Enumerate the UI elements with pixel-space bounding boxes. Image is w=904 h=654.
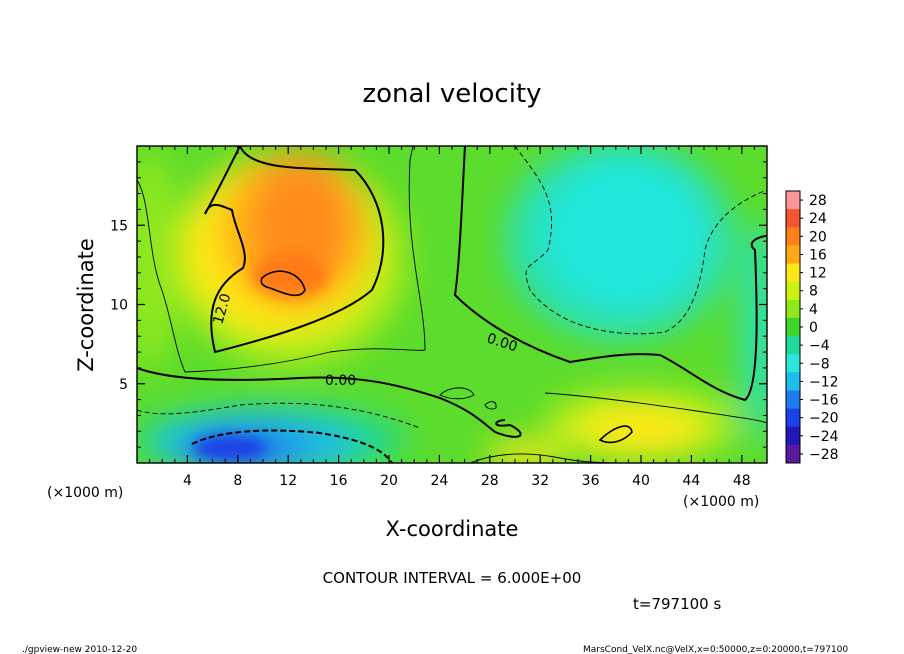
y-axis-unit: (×1000 m) [47,485,123,501]
contour-neg6-lower [191,429,393,463]
y-tick-label: 15 [110,218,128,234]
colorbar-swatch [786,263,800,283]
x-tick-label: 24 [430,473,448,489]
contour-zero-lower [137,367,522,438]
colorbar-label: −16 [809,393,839,409]
y-tick-label: 5 [119,377,128,393]
colorbar-swatch [786,336,800,355]
colorbar-swatch [786,426,800,446]
x-tick-label: 4 [183,473,192,489]
colorbar-label: −4 [809,338,830,354]
x-tick-label: 16 [330,473,348,489]
x-tick-label: 8 [233,473,242,489]
colorbar: 28 24 20 16 12 8 4 0 −4 −8 −12 −16 −20 −24 −28 [785,190,839,464]
colorbar-swatch [786,281,800,301]
colorbar-label: 0 [809,320,818,336]
contour-label-zero-lower: 0.00 [325,373,356,389]
time-text: t=797100 s [633,595,721,613]
y-axis: 5 10 15 [110,161,767,448]
colorbar-label: −28 [809,447,839,463]
contour-small-1 [439,387,475,400]
x-tick-label: 36 [582,473,600,489]
x-tick-label: 48 [733,473,751,489]
x-tick-label: 32 [531,473,549,489]
x-tick-label: 44 [682,473,700,489]
colorbar-swatch [786,444,800,464]
y-axis-title: Z-coordinate [74,238,98,372]
contour-small-2 [484,401,497,410]
colorbar-swatch [786,390,800,410]
contour-zero-upper [453,146,767,402]
contour-lines [137,146,767,463]
colorbar-swatch [786,227,800,246]
colorbar-swatch [786,191,800,210]
colorbar-label: 28 [809,193,827,209]
footer-left: ./gpview-new 2010-12-20 [22,645,137,654]
contour-neg6-mid [137,402,421,429]
colorbar-label: −12 [809,374,839,390]
colorbar-label: 16 [809,247,827,263]
footer-right: MarsCond_VelX.nc@VelX,x=0:50000,z=0:2000… [583,645,848,654]
velocity-field [137,146,767,463]
colorbar-label: 20 [809,229,827,245]
colorbar-label: 4 [809,302,818,318]
x-axis-unit: (×1000 m) [683,494,759,510]
contour-6-outer [137,146,426,373]
x-axis: 4 8 12 16 20 24 28 32 36 40 44 48 [149,146,755,489]
x-tick-label: 28 [481,473,499,489]
colorbar-label: 8 [809,284,818,300]
chart-title: zonal velocity [362,79,541,109]
colorbar-label: 12 [809,266,827,282]
y-tick-label: 10 [110,298,128,314]
contour-neg6-upper [514,146,767,335]
colorbar-swatch [786,317,800,337]
colorbar-swatch [786,354,800,373]
colorbar-label: −8 [809,356,830,372]
colorbar-swatch [786,299,800,319]
contour-12-small [260,270,306,297]
x-tick-label: 40 [632,473,650,489]
colorbar-label: −20 [809,411,839,427]
x-tick-label: 12 [279,473,297,489]
contour-12-right [598,425,633,444]
colorbar-label: 24 [809,211,827,227]
colorbar-swatch [786,408,800,428]
colorbar-swatch [786,372,800,391]
colorbar-label: −24 [809,429,839,445]
colorbar-swatch [786,209,800,228]
x-tick-label: 20 [380,473,398,489]
contour-12 [204,146,385,354]
colorbar-swatch [786,245,800,265]
contour-interval-text: CONTOUR INTERVAL = 6.000E+00 [323,569,582,587]
x-axis-title: X-coordinate [386,517,519,541]
contour-6-lower [544,392,767,424]
